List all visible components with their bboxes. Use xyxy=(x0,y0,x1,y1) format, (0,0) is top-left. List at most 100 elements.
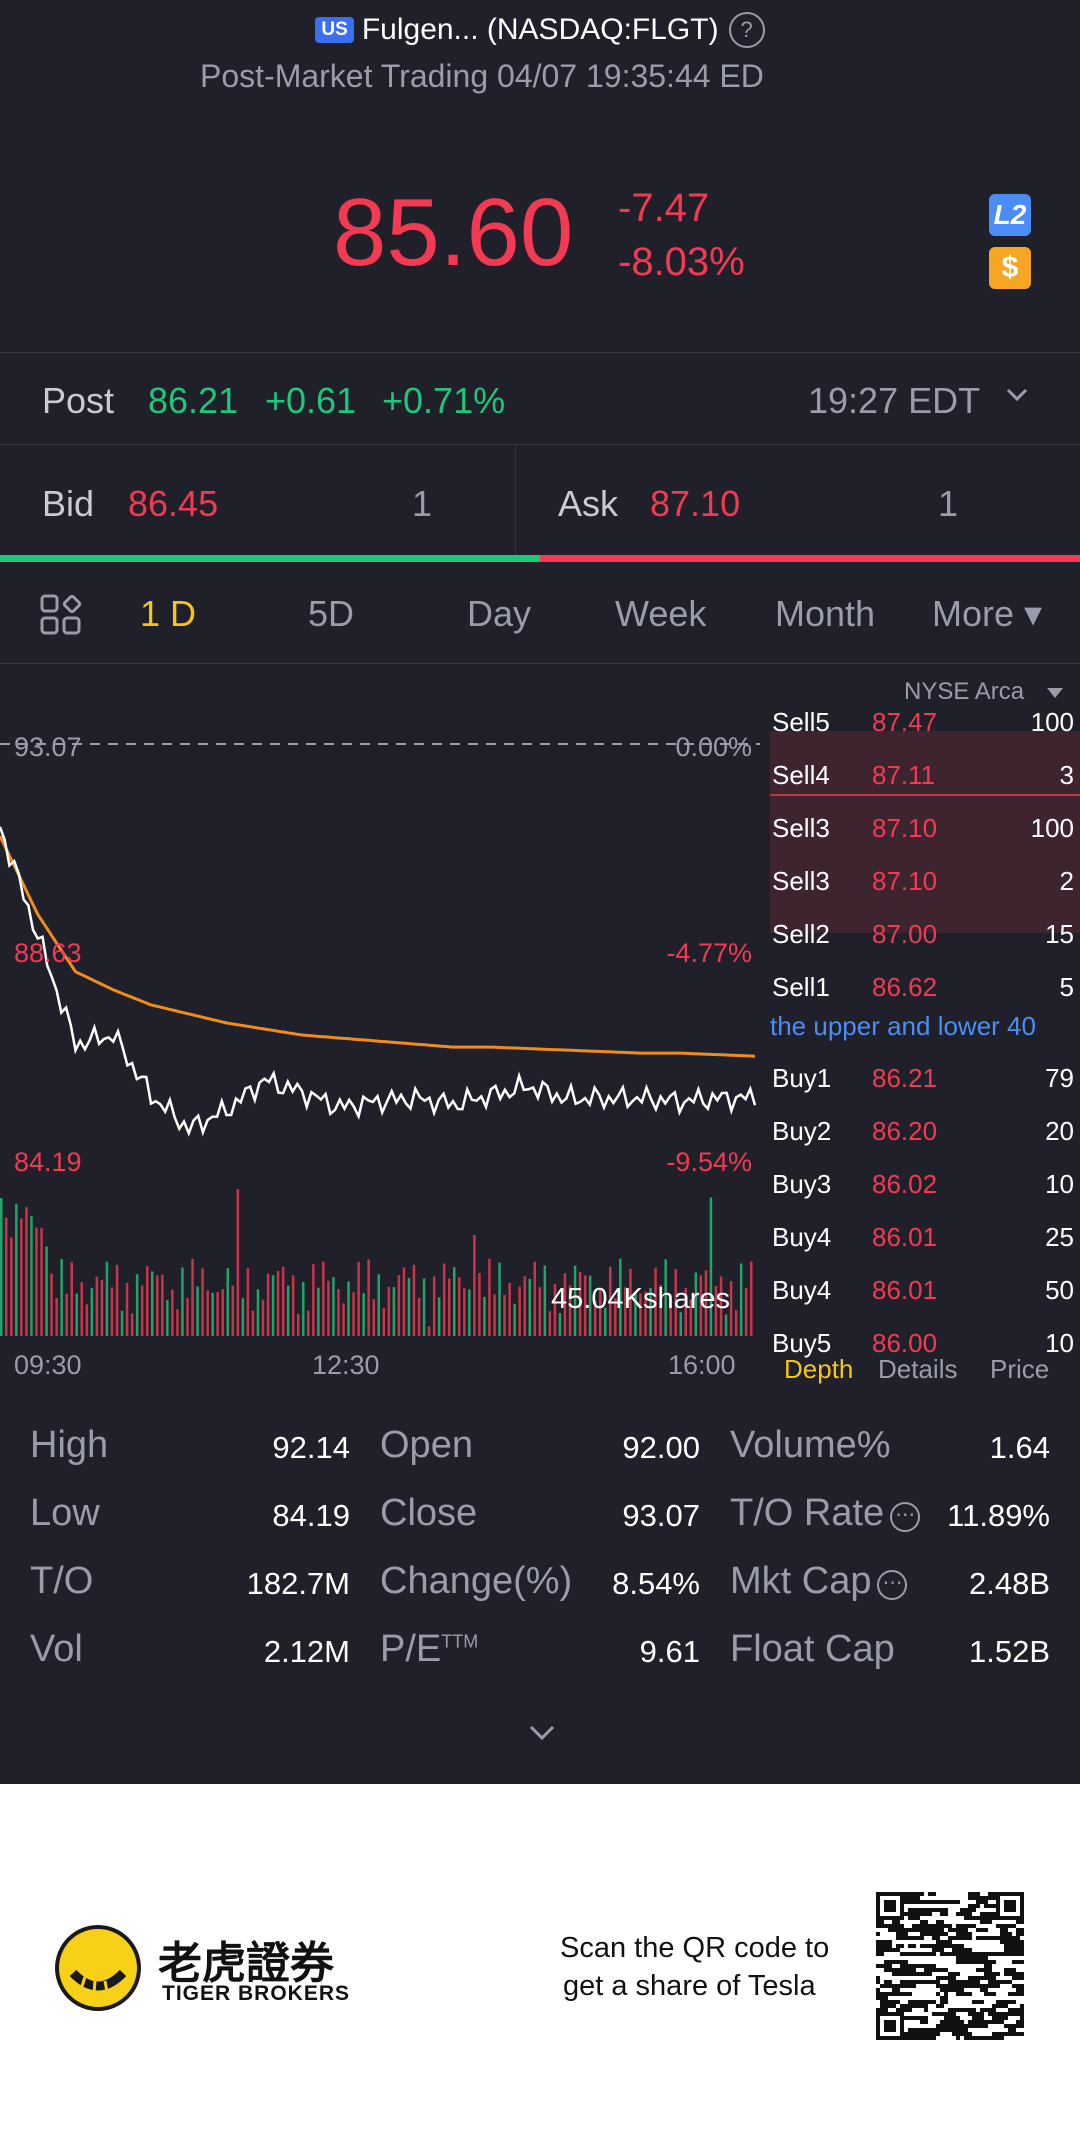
volume-bar xyxy=(543,1265,547,1336)
level-size: 5 xyxy=(1059,972,1074,1002)
tab-5d[interactable]: 5D xyxy=(308,593,355,634)
volume-bar xyxy=(55,1298,58,1336)
level-price: 86.01 xyxy=(872,1222,938,1252)
volume-bar xyxy=(221,1289,224,1336)
volume-bar xyxy=(156,1275,159,1336)
tab-month[interactable]: Month xyxy=(775,593,876,634)
tab-1d[interactable]: 1 D xyxy=(140,593,197,634)
level-name: Sell3 xyxy=(772,813,830,843)
volume-bar xyxy=(437,1297,441,1336)
volume-bar xyxy=(533,1261,536,1336)
order-book-bid-row: Buy1 86.21 79 xyxy=(770,1051,1080,1104)
level-price: 86.02 xyxy=(872,1169,938,1199)
brand-name-cn: 老虎證券 xyxy=(158,1939,334,1988)
volume-bar xyxy=(473,1235,476,1336)
volume-bar xyxy=(644,1291,647,1336)
level-size: 2 xyxy=(1059,866,1074,896)
volume-bar xyxy=(0,1198,3,1336)
volume-bar xyxy=(553,1283,557,1336)
volume-bar xyxy=(266,1273,270,1336)
chevron-down-icon[interactable] xyxy=(528,1724,556,1742)
level-size: 25 xyxy=(1045,1222,1074,1252)
stat-label-text: Vol xyxy=(30,1628,83,1670)
level2-badge-icon[interactable]: L2 xyxy=(989,194,1031,236)
volume-bar xyxy=(75,1293,78,1336)
order-book-bid-row: Buy5 86.00 10 xyxy=(770,1316,1080,1369)
promo-text-line2: get a share of Tesla xyxy=(563,1970,816,2002)
volume-bar xyxy=(297,1314,300,1336)
volume-bar xyxy=(478,1272,481,1336)
order-book-bid-row: Buy2 86.20 20 xyxy=(770,1104,1080,1157)
question-circle-icon[interactable]: ? xyxy=(728,12,765,48)
tab-price[interactable]: Price xyxy=(990,1354,1050,1384)
volume-bar xyxy=(5,1217,8,1336)
info-icon[interactable]: ⋯ xyxy=(890,1502,921,1532)
stat-value: 2.48B xyxy=(968,1566,1050,1601)
tab-depth[interactable]: Depth xyxy=(784,1354,854,1384)
volume-bar xyxy=(100,1279,104,1336)
volume-bar xyxy=(493,1294,496,1336)
tab-details[interactable]: Details xyxy=(878,1354,958,1384)
volume-bar xyxy=(327,1280,330,1336)
volume-bar xyxy=(15,1204,18,1336)
post-change-percent: +0.71% xyxy=(382,380,506,421)
volume-bar xyxy=(694,1272,698,1336)
volume-bar xyxy=(191,1258,194,1336)
volume-bar xyxy=(750,1261,753,1336)
volume-bar xyxy=(312,1264,315,1336)
volume-bar xyxy=(176,1309,179,1336)
volume-bar xyxy=(609,1266,612,1336)
volume-bar xyxy=(276,1270,280,1336)
volume-bar xyxy=(20,1218,23,1336)
order-book-ask-row: Sell3 87.10 2 xyxy=(770,854,1080,907)
dollar-badge-icon[interactable]: $ xyxy=(989,247,1031,289)
volume-bar xyxy=(357,1262,360,1336)
chart-layout-icon[interactable] xyxy=(40,594,82,636)
divider xyxy=(0,663,1080,664)
pe-ttm-superscript: TTM xyxy=(441,1631,479,1652)
volume-bar xyxy=(679,1312,682,1336)
volume-bar xyxy=(181,1267,184,1336)
caret-down-icon[interactable] xyxy=(1046,686,1064,700)
volume-bar xyxy=(523,1276,526,1336)
volume-bar xyxy=(417,1297,421,1336)
level-price: 86.62 xyxy=(872,972,938,1002)
price-change: -7.47 xyxy=(618,186,710,230)
level-name: Sell3 xyxy=(772,866,830,896)
ask-size: 1 xyxy=(938,483,959,524)
volume-bar xyxy=(120,1310,124,1336)
info-icon[interactable]: ⋯ xyxy=(877,1570,908,1600)
volume-bar xyxy=(372,1299,375,1336)
intraday-chart[interactable]: 93.07 0.00% 88.63 -4.77% 84.19 -9.54% 45… xyxy=(0,668,1080,1368)
order-book-bid-row: Buy3 86.02 10 xyxy=(770,1157,1080,1210)
level-name: Buy3 xyxy=(772,1169,832,1199)
volume-bar xyxy=(322,1261,325,1336)
volume-bar xyxy=(352,1292,355,1336)
volume-bar xyxy=(271,1275,275,1336)
stat-label: Close xyxy=(380,1492,477,1535)
tab-more[interactable]: More ▾ xyxy=(932,593,1043,634)
level-name: Buy1 xyxy=(772,1063,832,1093)
chevron-down-icon[interactable] xyxy=(1006,384,1028,406)
stat-value: 2.12M xyxy=(263,1634,350,1669)
volume-bar xyxy=(674,1269,677,1336)
stat-label: T/O xyxy=(30,1560,93,1603)
volume-bar xyxy=(593,1300,597,1336)
volume-bar xyxy=(402,1267,406,1336)
tab-day[interactable]: Day xyxy=(467,593,532,634)
exchange-selector[interactable]: NYSE Arca xyxy=(904,678,1025,705)
tiger-logo-icon xyxy=(55,1925,141,2011)
stat-value: 11.89% xyxy=(947,1498,1050,1533)
volume-bar xyxy=(614,1298,617,1336)
volume-bar xyxy=(639,1293,642,1336)
stat-label-text: T/O Rate xyxy=(730,1492,885,1534)
volume-bar xyxy=(669,1298,672,1336)
volume-bar xyxy=(468,1289,471,1336)
tab-week[interactable]: Week xyxy=(615,593,707,634)
volume-bar xyxy=(634,1291,637,1336)
post-time[interactable]: 19:27 EDT xyxy=(808,380,981,421)
volume-bar xyxy=(412,1264,416,1336)
volume-bar xyxy=(588,1275,592,1336)
order-book-ask-row: Sell1 86.62 5 xyxy=(770,960,1080,1013)
volume-bar xyxy=(317,1287,320,1336)
